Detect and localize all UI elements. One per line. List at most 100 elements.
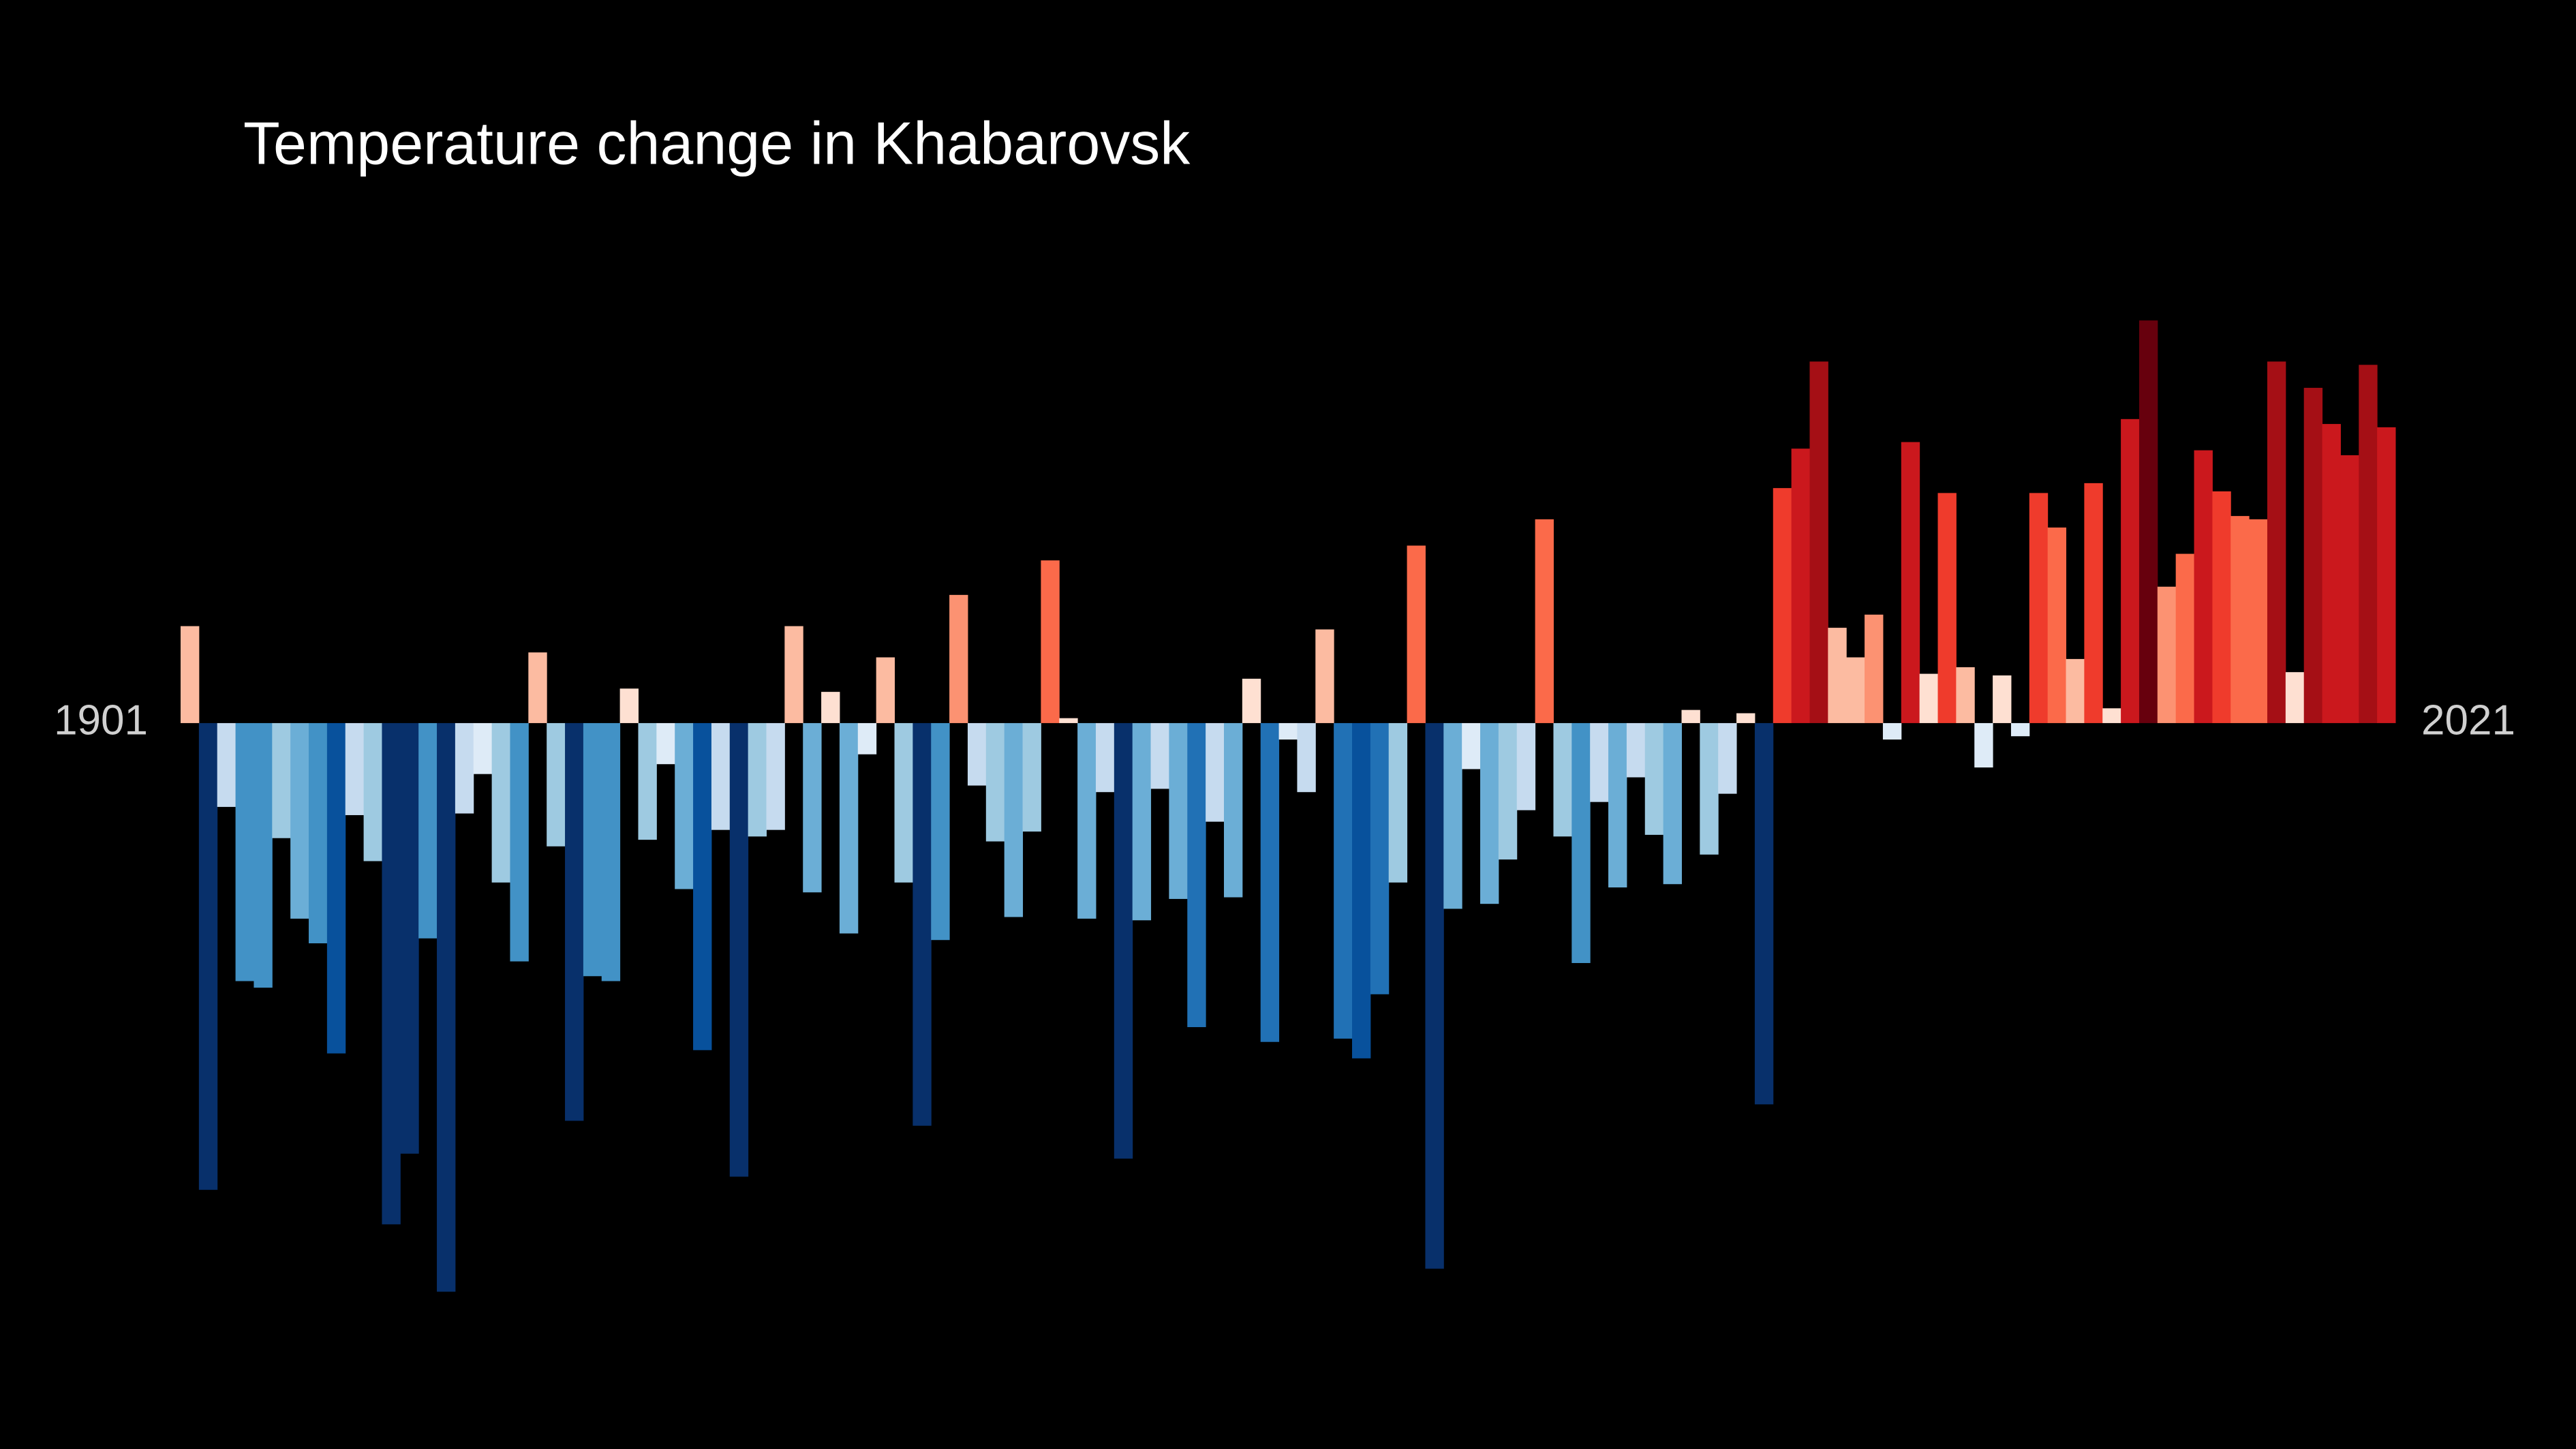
bar	[1590, 722, 1609, 802]
bar	[345, 722, 365, 815]
bar	[235, 722, 254, 981]
bar	[1132, 722, 1152, 921]
bar	[619, 688, 639, 723]
bar	[1626, 722, 1646, 778]
bar	[1882, 722, 1902, 740]
bar	[1901, 442, 1920, 723]
bar	[1937, 493, 1957, 723]
bar	[803, 722, 822, 893]
bar	[382, 722, 401, 1225]
bar	[656, 722, 675, 765]
bar	[949, 594, 968, 723]
bar	[1187, 722, 1206, 1028]
bar	[839, 722, 859, 934]
bar	[1315, 629, 1334, 723]
bar	[1865, 614, 1884, 723]
bar	[894, 722, 913, 883]
bar	[1498, 722, 1518, 860]
bar	[309, 722, 328, 944]
bar	[1791, 448, 1810, 723]
bar	[290, 722, 309, 919]
bar	[1700, 722, 1719, 855]
bar	[181, 626, 200, 723]
bar	[2212, 491, 2231, 723]
bar	[729, 722, 749, 1177]
bar	[1681, 710, 1700, 723]
bar	[1150, 722, 1169, 789]
bar	[1956, 667, 1975, 723]
bar	[1644, 722, 1664, 835]
bar	[1828, 628, 1847, 723]
bar	[1553, 722, 1572, 837]
bar	[1077, 722, 1097, 919]
bar	[1846, 657, 1865, 723]
bar	[437, 722, 456, 1292]
bar	[2359, 365, 2378, 723]
bar	[1571, 722, 1591, 963]
bar	[1462, 722, 1481, 769]
bar	[1169, 722, 1188, 899]
bar	[1736, 713, 1755, 723]
bar	[1352, 722, 1371, 1058]
bar	[821, 692, 840, 723]
bar	[418, 722, 438, 939]
bar	[400, 722, 419, 1154]
bar	[2249, 519, 2268, 723]
bar	[1535, 519, 1554, 723]
bar	[2340, 455, 2359, 723]
bar	[1334, 722, 1353, 1039]
bar	[473, 722, 493, 774]
bar	[876, 657, 895, 723]
bar	[1041, 560, 1060, 723]
bar	[2194, 450, 2213, 723]
bar	[198, 722, 218, 1190]
chart-title: Temperature change in Khabarovsk	[243, 109, 1191, 177]
bar	[1663, 722, 1682, 885]
bar	[2029, 493, 2049, 723]
bar	[363, 722, 382, 861]
bar	[1919, 673, 1939, 723]
bar	[1809, 361, 1828, 723]
bar	[2121, 418, 2140, 723]
bar	[857, 722, 877, 754]
bar	[2285, 672, 2305, 723]
bar	[2322, 424, 2341, 723]
bar	[748, 722, 767, 837]
bar	[2084, 483, 2103, 723]
bar	[1443, 722, 1462, 909]
bar	[565, 722, 584, 1121]
bar	[2303, 388, 2323, 723]
bar	[2377, 427, 2396, 723]
bar	[1974, 722, 1993, 768]
bar	[1297, 722, 1316, 793]
bar	[1407, 545, 1426, 723]
bar	[1993, 675, 2012, 723]
bar	[1754, 722, 1774, 1105]
bar	[2010, 722, 2030, 737]
bar	[2102, 708, 2121, 723]
bar	[693, 722, 712, 1050]
bar	[326, 722, 346, 1054]
bar	[1260, 722, 1280, 1042]
bar	[2267, 361, 2286, 723]
bar	[1773, 488, 1792, 723]
bar	[528, 652, 547, 723]
bar	[2230, 516, 2250, 723]
x-tick-label: 2021	[2421, 697, 2515, 744]
bar	[1004, 722, 1024, 917]
bar	[1242, 678, 1261, 723]
x-tick-label: 1901	[54, 697, 148, 744]
bar	[1022, 722, 1041, 832]
bar	[1425, 722, 1444, 1269]
bar	[1095, 722, 1115, 793]
bar	[491, 722, 510, 883]
bar	[913, 722, 932, 1126]
bar	[2138, 320, 2158, 723]
bar	[2175, 553, 2195, 723]
bar	[967, 722, 987, 786]
bar	[931, 722, 950, 941]
bar	[2047, 527, 2067, 723]
bar	[1388, 722, 1408, 883]
